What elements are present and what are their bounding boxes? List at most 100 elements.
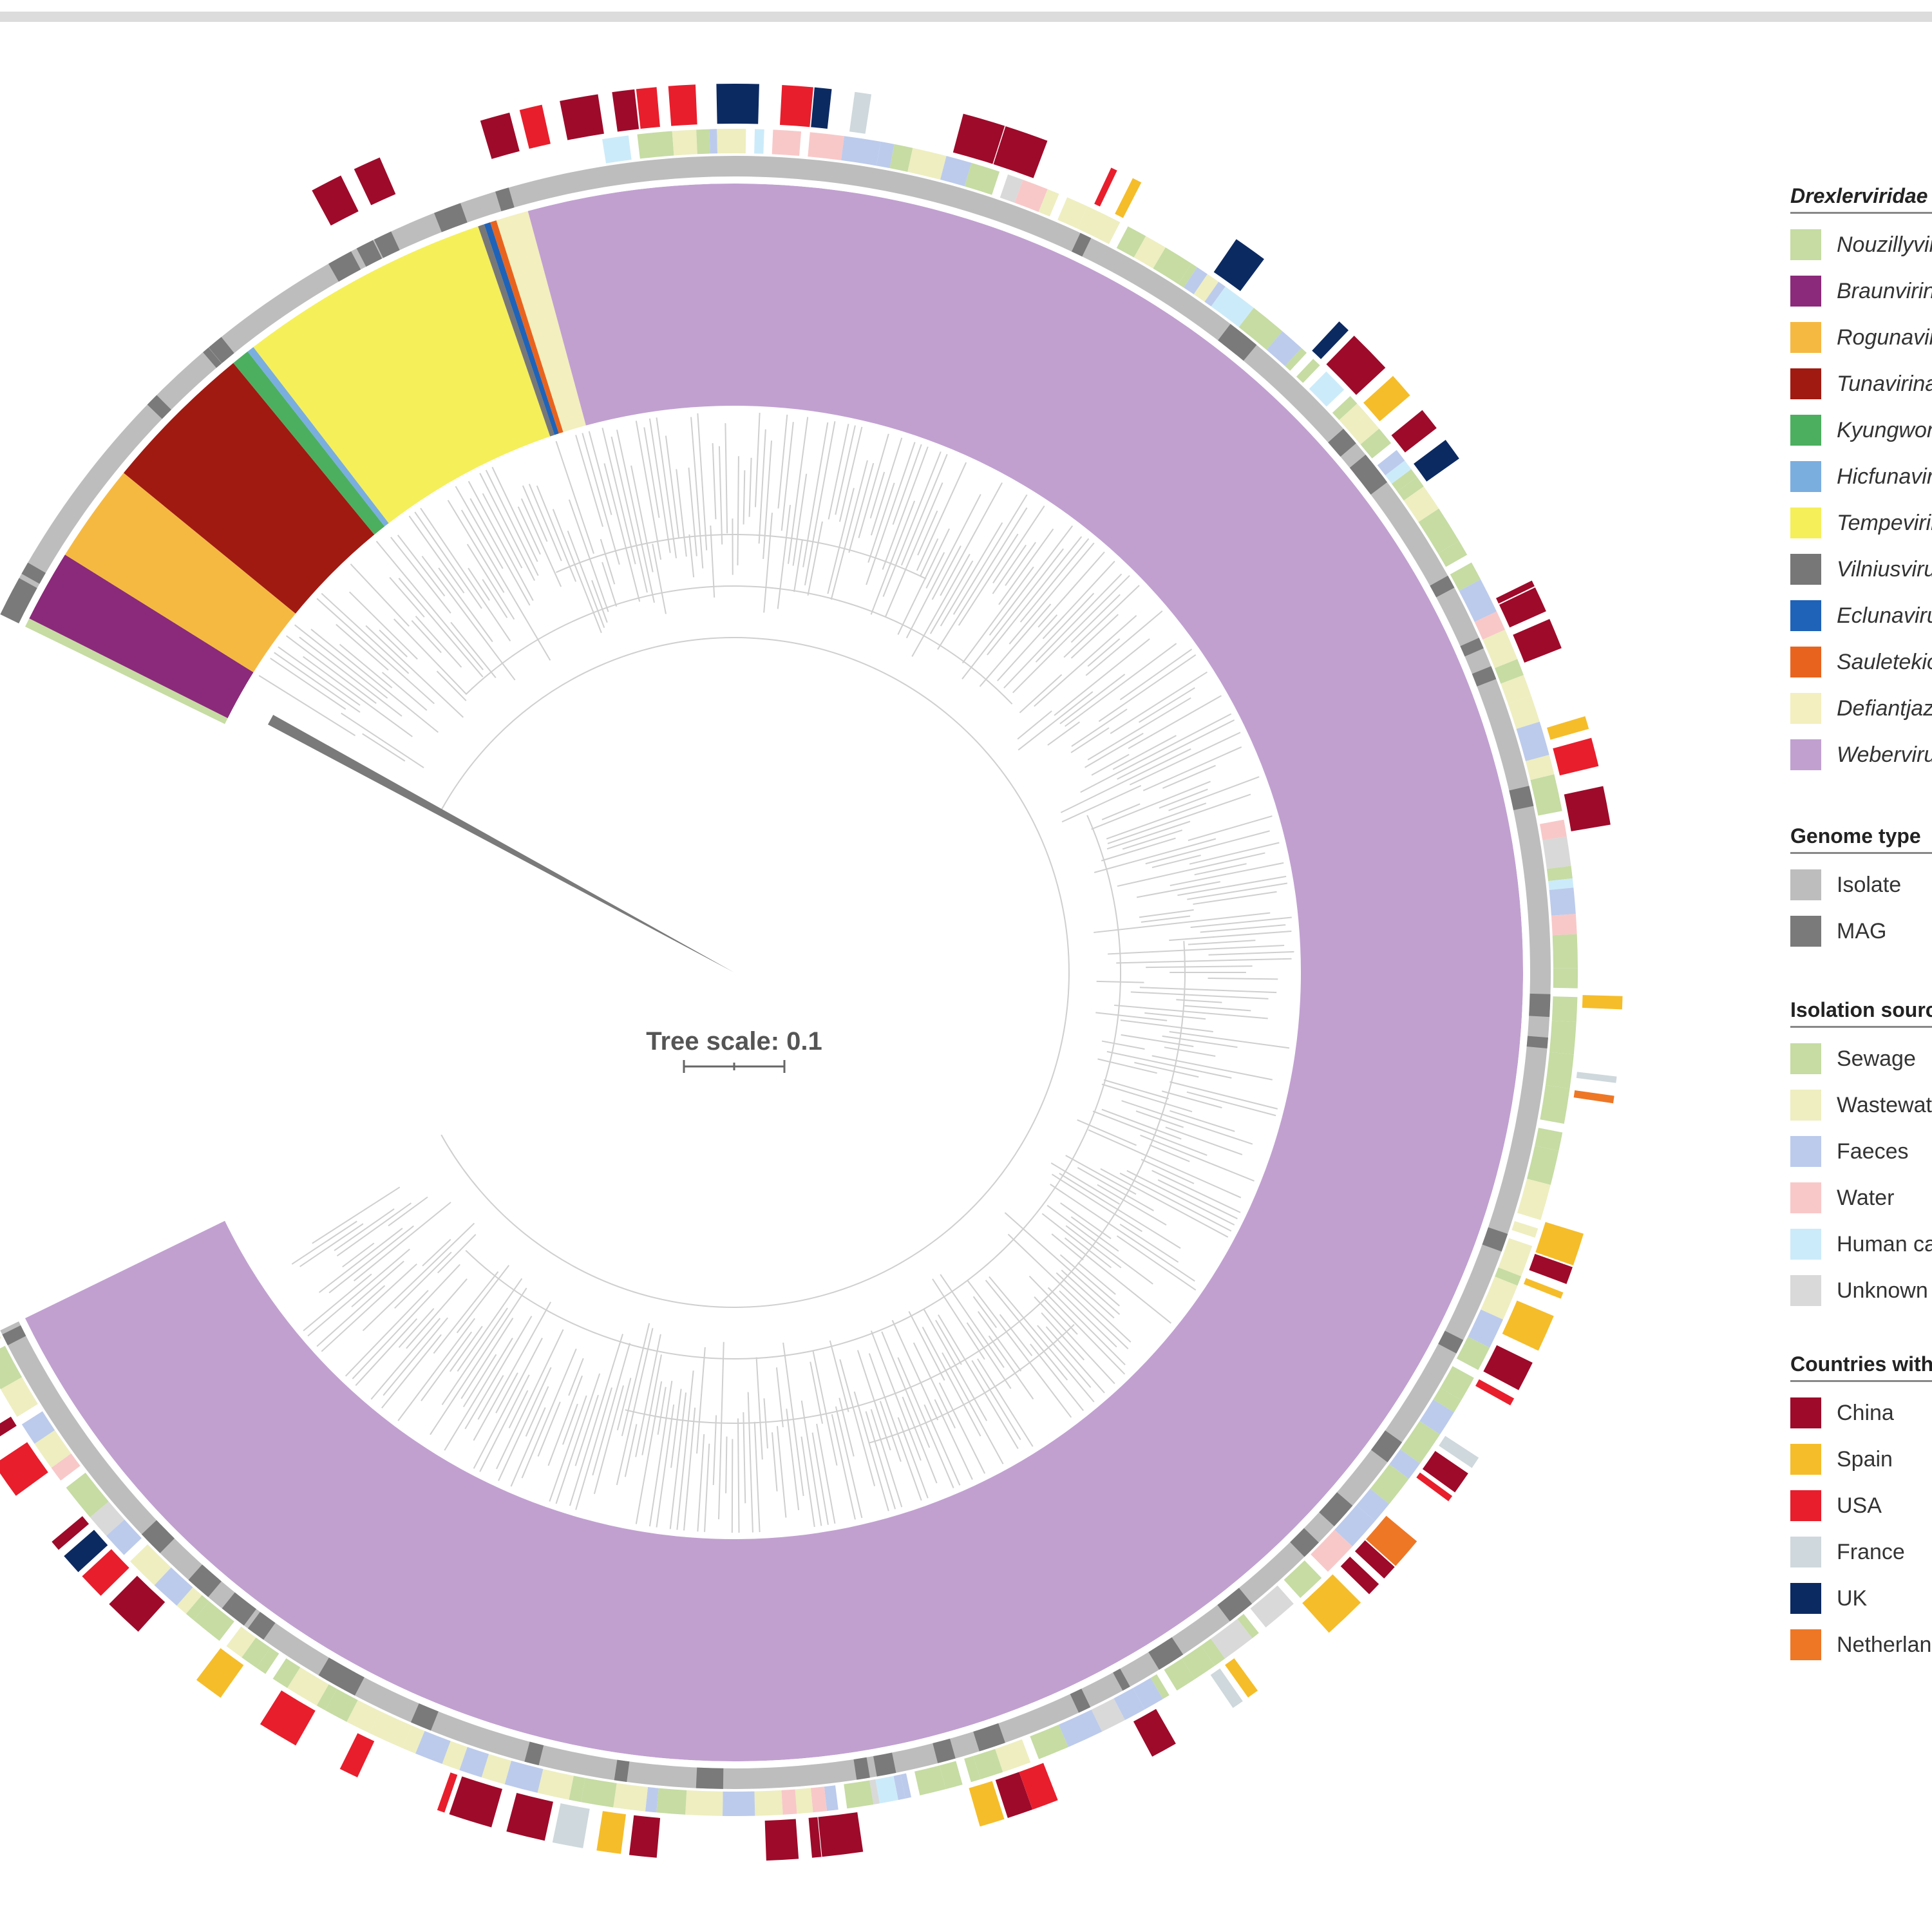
country-segment [1553, 737, 1599, 776]
tree-branch [676, 1370, 694, 1530]
isolation-source-segment [900, 1773, 912, 1799]
tree-branch [1051, 1233, 1084, 1261]
tree-branch [316, 1285, 386, 1347]
tree-branch [940, 482, 1003, 596]
legend-item: Tunavirinae [1790, 361, 1932, 407]
tree-branch [1050, 1184, 1195, 1282]
tree-branch [1019, 538, 1090, 623]
isolation-source-segment [1309, 371, 1345, 407]
tree-branch [421, 1331, 473, 1401]
isolation-source-segment [1418, 508, 1459, 554]
tree-branch [525, 1386, 549, 1437]
tree-branch [923, 1309, 988, 1421]
isolation-source-segment [325, 1689, 358, 1722]
isolation-source-segment [66, 1472, 109, 1517]
tree-branch [788, 417, 809, 564]
tree-branch [1070, 614, 1119, 659]
isolation-source-segment [1397, 477, 1424, 501]
country-segment [109, 1575, 166, 1632]
isolation-source-segment [795, 1788, 813, 1814]
tree-branch [1130, 991, 1269, 999]
isolation-source-segment [1549, 887, 1576, 916]
isolation-source-segment [1459, 579, 1497, 622]
tree-branch [611, 436, 648, 593]
legend-item: Faeces [1790, 1128, 1932, 1175]
tree-branch [870, 1331, 922, 1461]
tree-branch [1145, 830, 1270, 865]
isolation-source-segment [1546, 866, 1573, 882]
tree-branch [940, 522, 1003, 627]
tree-branch [462, 1354, 497, 1408]
country-segment [1529, 1254, 1573, 1284]
tree-branch [977, 1358, 1034, 1447]
tree-branch [1139, 909, 1194, 918]
isolation-source-segment [781, 1789, 797, 1815]
country-segment [1302, 1574, 1361, 1633]
isolation-source-segment [995, 1739, 1031, 1772]
isolation-source-segment [1164, 1658, 1195, 1691]
legend-item: Braunvirinae [1790, 268, 1932, 314]
isolation-source-segment [1551, 914, 1577, 936]
tree-branch [777, 414, 788, 509]
country-segment [764, 1819, 799, 1861]
tree-branch [375, 540, 484, 670]
isolation-source-segment [0, 1345, 23, 1390]
tree-branch [712, 443, 717, 520]
country-segment [519, 104, 551, 149]
isolation-source-segment [0, 1336, 1, 1339]
tree-branch [782, 1342, 804, 1497]
tree-branch [336, 623, 389, 671]
tree-branch [592, 1343, 631, 1476]
country-segment [952, 113, 1005, 164]
country-segment [1495, 580, 1535, 604]
tree-branch [1077, 1167, 1154, 1211]
tree-branch [848, 462, 875, 553]
tree-branch [449, 1325, 483, 1372]
genome-type-segment [1509, 786, 1534, 811]
legend-swatch [1790, 1136, 1821, 1167]
tree-branch [972, 1296, 998, 1329]
tree-branch [334, 1208, 395, 1251]
legend-countries: Countries with China Spain USA France UK… [1790, 1352, 1932, 1668]
tree-branch [624, 1424, 638, 1477]
country-segment [1391, 410, 1437, 453]
genus-sector [24, 183, 1523, 1761]
tree-branch [522, 485, 548, 542]
tree-branch [437, 1234, 477, 1274]
tree-branch [1117, 852, 1265, 887]
tree-branch [389, 576, 425, 618]
tree-branch [1141, 1159, 1195, 1184]
tree-branch [415, 616, 462, 668]
legend-swatch [1790, 368, 1821, 399]
tree-branch [905, 494, 981, 639]
legend-item: Tempevirinae [1790, 500, 1932, 546]
tree-branch [1018, 691, 1094, 751]
tree-branch [1169, 931, 1292, 942]
tree-branch [712, 1415, 717, 1486]
tree-branch [1050, 1162, 1120, 1205]
tree-branch [321, 592, 410, 674]
isolation-source-segment [1501, 675, 1531, 704]
legend-swatch [1790, 647, 1821, 677]
tree-branch [1071, 708, 1128, 747]
tree-branch [498, 1367, 552, 1481]
isolation-source-segment [504, 1761, 544, 1793]
legend-swatch [1790, 507, 1821, 538]
genome-type-segment [614, 1759, 630, 1782]
country-segment [1564, 786, 1611, 831]
isolation-source-segment [841, 136, 881, 166]
isolation-source-segment [481, 1754, 511, 1785]
isolation-source-segment [1356, 1488, 1390, 1521]
tree-branch [616, 1328, 654, 1486]
tree-branch [270, 658, 346, 710]
tree-branch [902, 1396, 938, 1484]
tree-branch [879, 1401, 902, 1462]
isolation-source-segment [90, 1501, 125, 1536]
tree-branch [601, 428, 636, 565]
legend-label: Spain [1837, 1446, 1893, 1472]
tree-branch [657, 1387, 667, 1435]
isolation-source-segment [772, 129, 802, 156]
country-segment [1340, 1557, 1379, 1595]
tree-branch [718, 446, 723, 545]
genome-type-segment [147, 395, 171, 419]
